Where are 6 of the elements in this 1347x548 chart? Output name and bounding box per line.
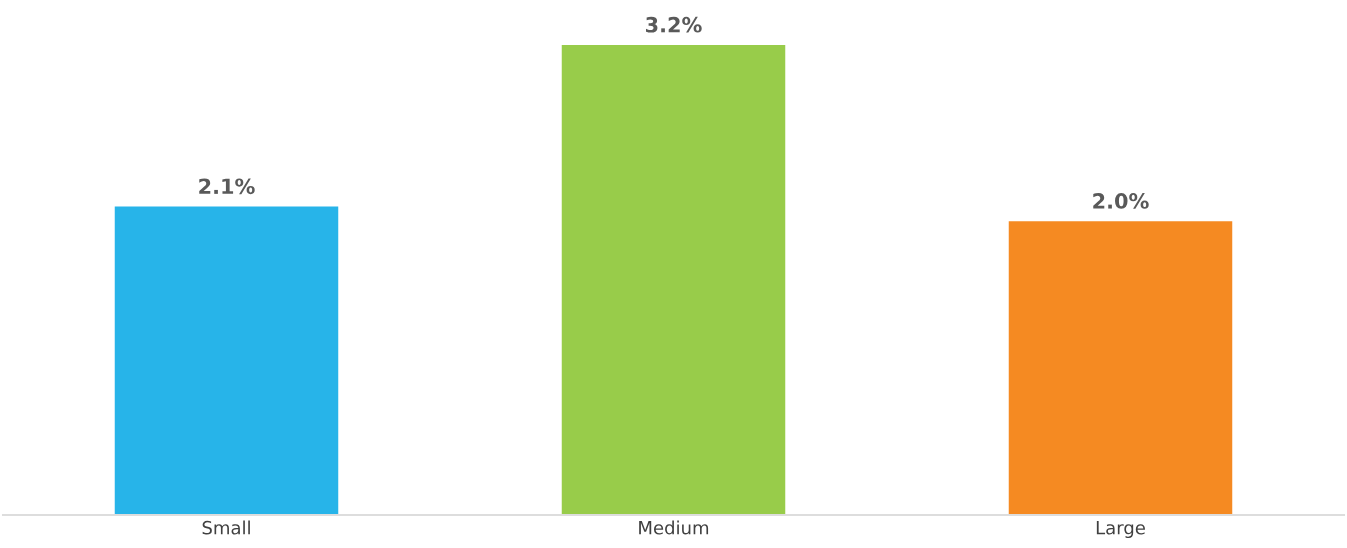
data-label: 3.2%: [646, 16, 702, 33]
data-label: 2.0%: [1093, 193, 1149, 209]
x-tick-label: Small: [202, 520, 250, 535]
x-tick-label: Medium: [639, 520, 709, 535]
x-tick-label: Large: [1096, 521, 1145, 539]
data-label: 2.1%: [199, 178, 255, 195]
